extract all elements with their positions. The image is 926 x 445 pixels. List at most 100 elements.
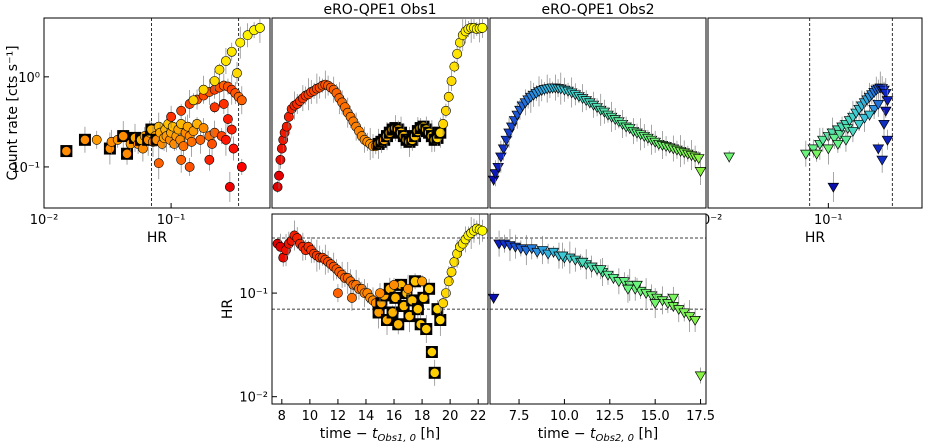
panel-hr-vs-countrate-right: 10⁻² 10⁻¹ HR xyxy=(694,17,923,246)
data-point xyxy=(446,76,457,86)
data-point xyxy=(817,135,829,146)
data-point xyxy=(868,104,880,115)
data-point xyxy=(692,154,705,165)
data-point xyxy=(807,144,820,155)
data-point xyxy=(443,91,454,102)
data-point xyxy=(438,119,449,129)
data-point xyxy=(847,127,859,137)
data-point xyxy=(226,46,237,57)
y-axis-label: Count rate [cts s⁻¹] xyxy=(5,45,21,180)
data-point xyxy=(242,30,253,41)
data-point xyxy=(255,22,265,33)
data-point xyxy=(375,288,385,298)
data-point xyxy=(214,64,225,75)
data-point xyxy=(274,170,284,181)
data-point xyxy=(195,134,206,145)
data-point xyxy=(236,95,247,106)
data-point xyxy=(449,61,460,72)
x-axis-label: HR xyxy=(147,230,168,246)
data-point xyxy=(281,121,292,132)
data-point xyxy=(872,144,885,155)
panel-obs1-countrate: eRO-QPE1 Obs1 xyxy=(271,2,489,209)
data-point xyxy=(853,119,865,130)
x-tick-label: 10.0 xyxy=(550,409,579,424)
data-point xyxy=(446,267,457,277)
x-tick-label: 17.5 xyxy=(686,409,715,424)
data-point xyxy=(426,347,437,357)
data-point xyxy=(204,154,215,165)
data-point xyxy=(387,307,398,318)
x-tick-label: 20 xyxy=(442,409,459,424)
plot-area: 10⁻² 10⁻¹ 8 10 12 14 16 18 20 22 xyxy=(239,214,488,424)
panel-title-obs1: eRO-QPE1 Obs1 xyxy=(323,2,436,18)
data-point xyxy=(872,99,885,110)
x-tick-label: 18 xyxy=(414,409,431,424)
data-point xyxy=(393,319,404,330)
data-point xyxy=(218,99,229,109)
plot-area: 10⁻¹ 10⁰ 10⁻² 10⁻¹ xyxy=(11,18,265,228)
data-point xyxy=(347,292,357,303)
data-point xyxy=(272,182,283,192)
data-point xyxy=(452,48,463,59)
data-point xyxy=(198,84,209,95)
data-point xyxy=(209,102,220,113)
data-point xyxy=(487,293,500,304)
panel-frame xyxy=(489,17,707,209)
plot-area: 7.5 10.0 12.5 15.0 17.5 xyxy=(487,229,715,424)
panel-hr-vs-countrate-left: 10⁻¹ 10⁰ 10⁻² 10⁻¹ HR Count rate [cts s⁻¹] xyxy=(5,17,271,246)
data-point xyxy=(878,119,890,130)
x-tick-label: 10⁻¹ xyxy=(157,213,186,228)
data-point xyxy=(122,148,132,159)
data-point xyxy=(333,288,343,298)
data-point xyxy=(435,127,446,138)
x-tick-label: 10 xyxy=(302,409,319,424)
data-point xyxy=(389,279,399,290)
data-point xyxy=(694,167,707,177)
x-tick-label: 8 xyxy=(278,409,286,424)
data-point xyxy=(275,154,286,165)
data-point xyxy=(412,304,423,315)
data-point xyxy=(417,276,427,287)
data-point xyxy=(667,293,680,304)
data-point xyxy=(226,124,237,135)
data-point xyxy=(694,371,707,382)
panel-obs2-hr: 7.5 10.0 12.5 15.0 17.5 time − tObs2, 0 [h] xyxy=(487,213,715,444)
x-axis-label: time − tObs1, 0 [h] xyxy=(320,426,441,444)
data-point xyxy=(403,283,413,294)
data-point xyxy=(186,136,197,147)
panel-title-obs2: eRO-QPE1 Obs2 xyxy=(541,2,654,18)
x-tick-label: 22 xyxy=(470,409,487,424)
data-point xyxy=(223,114,233,124)
y-tick-label: 10⁻² xyxy=(239,391,268,406)
data-point xyxy=(631,280,643,291)
data-point xyxy=(800,149,812,160)
data-point xyxy=(429,367,440,378)
data-point xyxy=(863,110,876,121)
data-point xyxy=(441,105,451,116)
data-point xyxy=(594,265,607,276)
data-point xyxy=(390,292,401,303)
data-point xyxy=(276,143,287,154)
y-tick-label: 10⁻¹ xyxy=(11,161,40,176)
plot-area: 10⁻² 10⁻¹ xyxy=(694,18,894,228)
data-point xyxy=(232,68,242,79)
x-tick-label: 10⁻¹ xyxy=(814,213,843,228)
x-tick-label: 12.5 xyxy=(595,409,624,424)
x-tick-label: 10⁻² xyxy=(30,213,59,228)
data-point xyxy=(228,143,239,154)
data-point xyxy=(622,284,634,295)
data-point xyxy=(80,134,90,145)
data-point xyxy=(432,304,443,315)
data-point xyxy=(224,182,235,192)
x-tick-label: 15.0 xyxy=(641,409,670,424)
data-point xyxy=(404,311,415,321)
x-tick-label: 16 xyxy=(386,409,403,424)
data-point xyxy=(649,299,661,310)
panel-obs1-hr: 10⁻² 10⁻¹ 8 10 12 14 16 18 20 22 time − tObs1, 0 … xyxy=(220,213,489,444)
data-point xyxy=(879,106,892,117)
data-point xyxy=(176,154,187,165)
y-tick-label: 10⁰ xyxy=(18,71,40,86)
data-point xyxy=(832,139,844,150)
data-point xyxy=(166,111,176,122)
